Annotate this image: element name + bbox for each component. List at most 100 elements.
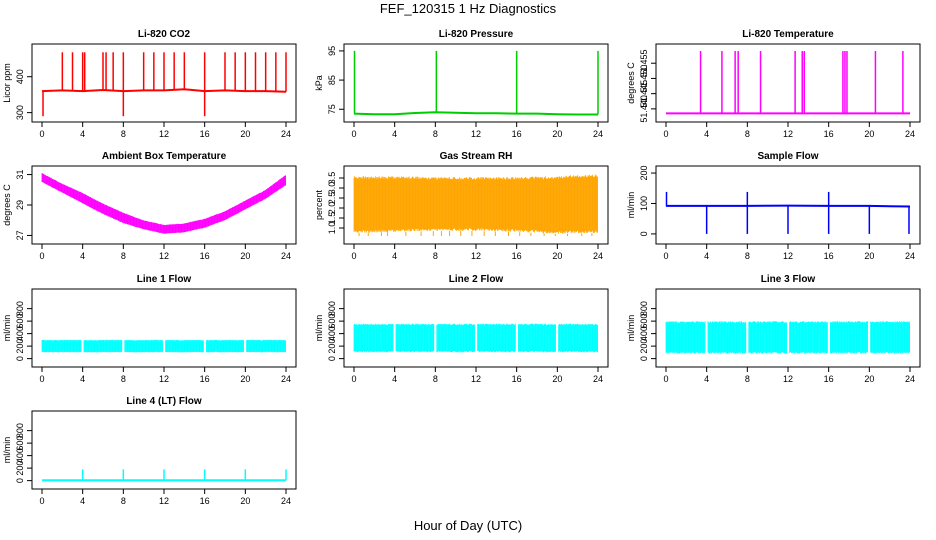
y-tick-label: 400 (15, 448, 25, 463)
x-tick-label: 4 (392, 251, 397, 261)
chart-title: Li-820 CO2 (138, 29, 191, 40)
y-tick-label: 75 (327, 104, 337, 114)
x-tick-label: 8 (745, 129, 750, 139)
y-tick-label: 1.5 (327, 212, 337, 225)
series-line (353, 111, 598, 116)
chart-title: Li-820 Temperature (742, 29, 834, 40)
chart-9: Line 3 Flow ml/min 0 4 8 12 16 20 24 0 20040060080… (626, 274, 921, 384)
y-tick-label: 27 (15, 230, 25, 240)
y-tick-label: 600 (15, 314, 25, 329)
y-tick-label: 85 (327, 75, 337, 85)
y-tick-label: 1.0 (327, 222, 337, 235)
x-tick-label: 12 (471, 251, 481, 261)
x-tick-label: 20 (864, 374, 874, 384)
x-tick-label: 0 (39, 496, 44, 506)
x-tick-label: 0 (39, 251, 44, 261)
y-tick-label: 800 (15, 423, 25, 438)
y-tick-label: 200 (15, 461, 25, 476)
plot-frame (343, 43, 609, 123)
x-tick-label: 12 (159, 374, 169, 384)
y-axis-label: ml/min (314, 315, 324, 342)
chart-title: Line 2 Flow (449, 274, 504, 285)
y-tick-label: 600 (15, 436, 25, 451)
x-tick-label: 4 (392, 374, 397, 384)
y-tick-label: 3.5 (327, 172, 337, 185)
x-tick-label: 24 (281, 496, 291, 506)
y-tick-label: 200 (639, 339, 649, 354)
x-tick-label: 8 (121, 129, 126, 139)
x-tick-label: 20 (552, 251, 562, 261)
y-tick-label: 100 (639, 196, 649, 211)
x-tick-label: 0 (663, 374, 668, 384)
x-tick-label: 24 (593, 374, 603, 384)
x-tick-label: 24 (905, 251, 915, 261)
x-tick-label: 12 (783, 251, 793, 261)
chart-1: Li-820 CO2 Licor ppm 0 4 8 12 16 20 24 300 400 (2, 29, 297, 139)
plot-frame (31, 288, 297, 368)
chart-6: Sample Flow ml/min 0 4 8 12 16 20 24 0 100 200 (626, 151, 921, 261)
page-title: FEF_120315 1 Hz Diagnostics (379, 1, 557, 16)
y-tick-label: 600 (639, 314, 649, 329)
y-tick-label: 0 (639, 231, 649, 236)
x-tick-label: 8 (121, 496, 126, 506)
y-tick-label: 200 (15, 339, 25, 354)
x-tick-label: 12 (471, 129, 481, 139)
series-band (353, 323, 598, 353)
series-band (41, 339, 287, 353)
x-tick-label: 20 (552, 129, 562, 139)
y-tick-label: 400 (639, 326, 649, 341)
chart-4: Ambient Box Temperature degrees C 0 4 8 12 16 2… (2, 151, 297, 261)
y-tick-label: 3.0 (327, 182, 337, 195)
x-axis-label: Hour of Day (UTC) (413, 518, 523, 533)
x-tick-label: 8 (745, 251, 750, 261)
chart-title: Sample Flow (757, 151, 818, 162)
x-tick-label: 8 (433, 251, 438, 261)
x-tick-label: 0 (39, 374, 44, 384)
y-tick-label: 2.5 (327, 192, 337, 205)
chart-title: Ambient Box Temperature (102, 151, 227, 162)
x-tick-label: 24 (593, 129, 603, 139)
x-tick-label: 16 (512, 251, 522, 261)
x-tick-label: 8 (121, 251, 126, 261)
x-tick-label: 16 (512, 374, 522, 384)
chart-2: Li-820 Pressure kPa 0 4 8 12 16 20 24 75 85 95 (314, 29, 609, 139)
x-tick-label: 0 (663, 129, 668, 139)
x-tick-label: 20 (864, 251, 874, 261)
y-tick-label: 51.445 (639, 80, 649, 108)
x-tick-label: 8 (745, 374, 750, 384)
x-tick-label: 0 (351, 374, 356, 384)
series-band (353, 174, 598, 234)
x-tick-label: 16 (200, 374, 210, 384)
x-tick-label: 12 (471, 374, 481, 384)
x-tick-label: 20 (240, 496, 250, 506)
y-axis-label: ml/min (626, 192, 636, 219)
x-tick-label: 24 (905, 129, 915, 139)
x-tick-label: 0 (351, 251, 356, 261)
chart-3: Li-820 Temperature degrees C 0 4 8 12 16 20 24 51… (626, 29, 921, 139)
x-tick-label: 16 (824, 129, 834, 139)
x-tick-label: 20 (864, 129, 874, 139)
x-tick-label: 8 (433, 374, 438, 384)
y-tick-label: 800 (327, 301, 337, 316)
x-tick-label: 16 (200, 129, 210, 139)
x-tick-label: 12 (783, 374, 793, 384)
chart-8: Line 2 Flow ml/min 0 4 8 12 16 20 24 0 20040060080… (314, 274, 609, 384)
x-tick-label: 16 (512, 129, 522, 139)
y-tick-label: 800 (15, 301, 25, 316)
y-tick-label: 29 (15, 200, 25, 210)
y-axis-label: kPa (314, 75, 324, 91)
y-tick-label: 800 (639, 301, 649, 316)
y-tick-label: 2.0 (327, 202, 337, 215)
y-axis-label: degrees C (2, 184, 12, 226)
chart-title: Gas Stream RH (440, 151, 513, 162)
x-tick-label: 0 (351, 129, 356, 139)
x-tick-label: 24 (593, 251, 603, 261)
y-axis-label: degrees C (626, 62, 636, 104)
x-tick-label: 4 (80, 496, 85, 506)
y-tick-label: 400 (15, 69, 25, 84)
x-tick-label: 4 (80, 129, 85, 139)
x-tick-label: 24 (281, 129, 291, 139)
y-axis-label: Licor ppm (2, 63, 12, 103)
y-tick-label: 0 (15, 356, 25, 361)
